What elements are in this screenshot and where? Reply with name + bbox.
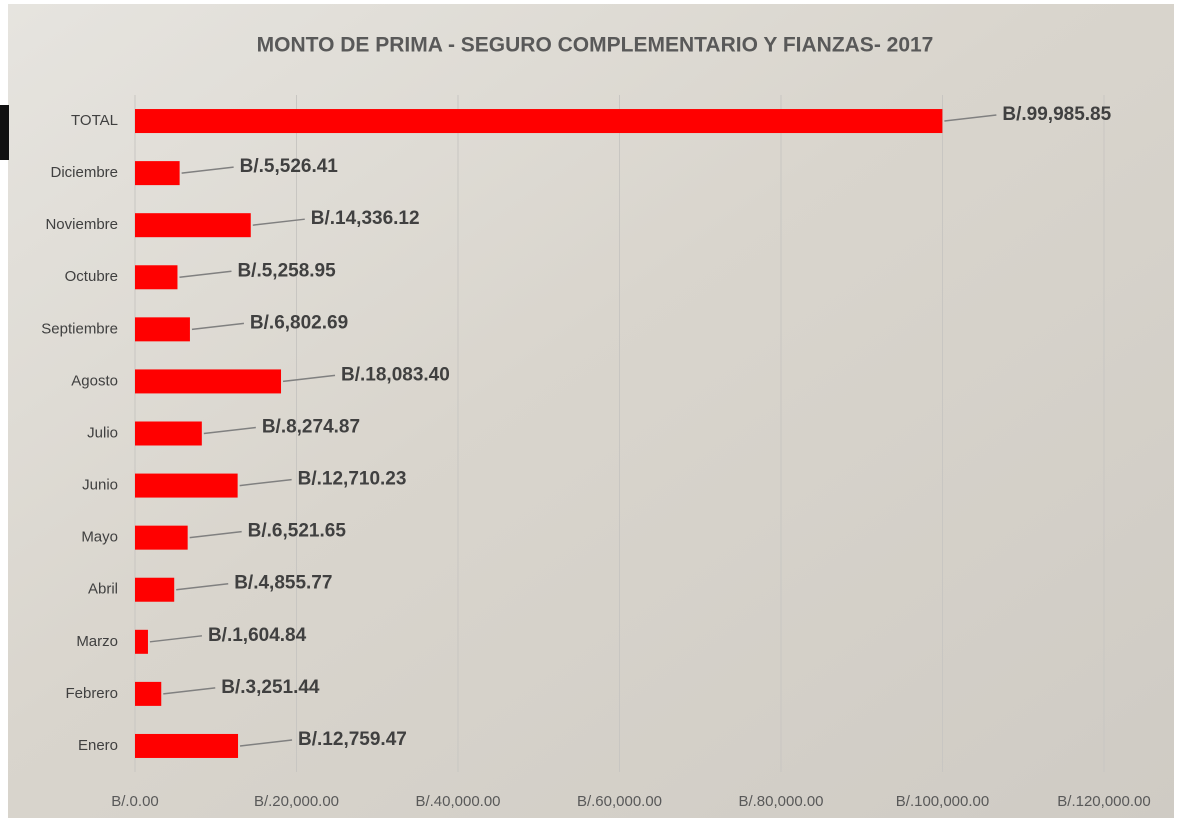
leader-line: [176, 582, 229, 591]
y-tick-label: Febrero: [65, 685, 118, 702]
value-label: B/.12,759.47: [298, 729, 407, 750]
chart-title: MONTO DE PRIMA - SEGURO COMPLEMENTARIO Y…: [257, 34, 934, 57]
value-label: B/.6,521.65: [248, 521, 347, 542]
value-label: B/.4,855.77: [234, 573, 332, 594]
value-label: B/.3,251.44: [221, 677, 320, 698]
leader-line: [252, 218, 305, 226]
value-label: B/.5,258.95: [237, 260, 336, 281]
bar: [135, 473, 238, 498]
bar: [135, 265, 178, 290]
y-tick-label: Enero: [78, 737, 118, 754]
y-tick-label: Septiembre: [41, 320, 118, 337]
leader-line: [189, 530, 242, 539]
y-tick-label: Mayo: [81, 529, 118, 546]
y-tick-label: Diciembre: [50, 164, 118, 181]
leader-line: [179, 270, 232, 279]
x-tick-label: B/.80,000.00: [738, 793, 823, 810]
x-tick-label: B/.40,000.00: [415, 793, 500, 810]
value-label: B/.99,985.85: [1002, 104, 1111, 125]
leader-line: [944, 114, 997, 122]
bar: [135, 421, 202, 446]
x-tick-label: B/.20,000.00: [254, 793, 339, 810]
y-tick-label: Junio: [82, 477, 118, 494]
bar: [135, 733, 239, 758]
y-tick-label: Abril: [88, 581, 118, 598]
x-tick-label: B/.60,000.00: [577, 793, 662, 810]
x-tick-label: B/.0.00: [111, 793, 159, 810]
leader-line: [203, 426, 256, 435]
value-label: B/.14,336.12: [311, 208, 420, 229]
edge-mark: [0, 105, 9, 160]
y-tick-label: Octubre: [65, 268, 118, 285]
bar: [135, 577, 175, 602]
bar: [135, 629, 148, 654]
leader-line: [239, 478, 292, 487]
value-label: B/.12,710.23: [298, 469, 407, 490]
x-tick-label: B/.120,000.00: [1057, 793, 1150, 810]
y-tick-label: Julio: [87, 424, 118, 441]
x-tick-label: B/.100,000.00: [896, 793, 989, 810]
leader-line: [239, 739, 293, 747]
value-label: B/.6,802.69: [250, 312, 348, 333]
y-tick-label: Noviembre: [45, 216, 118, 233]
bar: [135, 525, 188, 550]
value-label: B/.18,083.40: [341, 364, 450, 385]
value-label: B/.5,526.41: [240, 156, 339, 177]
bar: [135, 681, 162, 706]
leader-line: [149, 635, 203, 643]
bar: [135, 109, 943, 134]
leader-line: [191, 322, 245, 331]
y-tick-label: Marzo: [76, 633, 118, 650]
bar: [135, 213, 251, 238]
bar: [135, 317, 190, 342]
value-label: B/.8,274.87: [262, 417, 360, 438]
value-label: B/.1,604.84: [208, 625, 307, 646]
photo-background: [8, 4, 1174, 818]
bar: [135, 161, 180, 186]
leader-line: [163, 687, 216, 695]
y-tick-label: Agosto: [71, 372, 118, 389]
bar: [135, 369, 282, 394]
leader-line: [282, 374, 336, 383]
leader-line: [181, 166, 234, 174]
y-tick-label: TOTAL: [71, 112, 118, 129]
